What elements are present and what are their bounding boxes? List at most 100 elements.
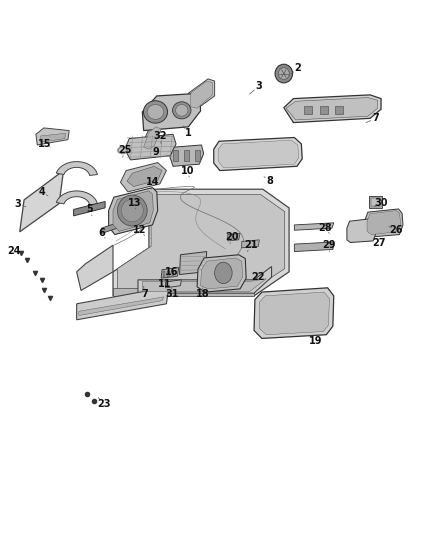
Bar (163, 271, 165, 277)
Polygon shape (364, 209, 403, 237)
Text: 23: 23 (98, 399, 111, 409)
Text: 7: 7 (372, 114, 379, 123)
Text: 27: 27 (372, 238, 385, 247)
Text: 20: 20 (226, 232, 239, 242)
Bar (335, 106, 343, 114)
Text: 19: 19 (309, 336, 322, 346)
Polygon shape (36, 128, 69, 145)
Text: 7: 7 (141, 289, 148, 299)
Ellipse shape (275, 64, 293, 83)
Bar (173, 150, 178, 161)
Bar (167, 271, 170, 277)
Polygon shape (138, 266, 272, 293)
Text: 14: 14 (146, 177, 159, 187)
Text: 6: 6 (98, 228, 105, 238)
Text: 30: 30 (374, 198, 388, 207)
Bar (369, 196, 382, 208)
Ellipse shape (173, 102, 191, 119)
Text: 22: 22 (252, 272, 265, 282)
Text: 1: 1 (185, 128, 192, 138)
Text: 31: 31 (165, 289, 178, 299)
Polygon shape (347, 219, 376, 243)
Polygon shape (57, 191, 97, 205)
Polygon shape (113, 191, 153, 231)
Text: 28: 28 (318, 223, 332, 233)
Polygon shape (109, 188, 158, 235)
Polygon shape (102, 223, 117, 233)
Polygon shape (180, 252, 207, 274)
Polygon shape (127, 166, 162, 187)
Text: 15: 15 (38, 139, 51, 149)
Text: 4: 4 (38, 187, 45, 197)
Text: 3: 3 (14, 199, 21, 208)
Ellipse shape (143, 101, 167, 123)
Polygon shape (294, 242, 334, 252)
Text: 10: 10 (181, 166, 194, 175)
Text: 24: 24 (7, 246, 21, 255)
Polygon shape (170, 145, 204, 166)
Polygon shape (187, 79, 215, 110)
Polygon shape (79, 297, 164, 316)
Polygon shape (77, 245, 113, 290)
Polygon shape (74, 201, 105, 216)
Ellipse shape (118, 147, 127, 154)
Polygon shape (197, 255, 246, 292)
Polygon shape (142, 279, 266, 292)
Polygon shape (294, 223, 334, 230)
Bar (184, 150, 189, 161)
Polygon shape (57, 161, 97, 175)
Polygon shape (113, 189, 289, 296)
Polygon shape (214, 138, 302, 171)
Polygon shape (113, 288, 254, 296)
Polygon shape (242, 240, 259, 248)
Text: 5: 5 (86, 205, 93, 214)
Polygon shape (218, 140, 299, 168)
Ellipse shape (147, 104, 164, 119)
Polygon shape (190, 81, 212, 108)
Polygon shape (286, 98, 378, 120)
Text: 21: 21 (244, 240, 257, 250)
Ellipse shape (279, 68, 290, 79)
Text: 13: 13 (128, 198, 141, 207)
Polygon shape (228, 233, 240, 241)
Ellipse shape (121, 199, 143, 222)
Text: 2: 2 (294, 63, 301, 73)
Ellipse shape (117, 195, 147, 226)
Bar (195, 150, 200, 161)
Text: 32: 32 (153, 131, 166, 141)
Polygon shape (120, 163, 166, 192)
Bar (320, 106, 328, 114)
Polygon shape (140, 124, 161, 152)
Ellipse shape (176, 104, 188, 116)
Text: 16: 16 (166, 267, 179, 277)
Ellipse shape (120, 149, 126, 152)
Text: 8: 8 (266, 176, 273, 186)
Polygon shape (117, 195, 285, 290)
Bar (371, 198, 380, 206)
Polygon shape (201, 258, 243, 289)
Polygon shape (20, 171, 64, 232)
Polygon shape (130, 198, 141, 209)
Polygon shape (125, 134, 176, 160)
Circle shape (215, 262, 232, 284)
Polygon shape (259, 292, 329, 335)
Polygon shape (367, 211, 401, 235)
Polygon shape (254, 288, 334, 338)
Text: 3: 3 (255, 82, 262, 91)
Text: 18: 18 (195, 289, 209, 299)
Polygon shape (41, 133, 66, 142)
Polygon shape (166, 280, 181, 288)
Bar (172, 271, 174, 277)
Text: 25: 25 (118, 146, 131, 155)
Text: 12: 12 (134, 225, 147, 235)
Polygon shape (161, 268, 179, 278)
Polygon shape (142, 93, 201, 131)
Text: 26: 26 (390, 225, 403, 235)
Polygon shape (284, 95, 381, 123)
Polygon shape (144, 127, 161, 149)
Text: 29: 29 (323, 240, 336, 250)
Polygon shape (77, 288, 169, 320)
Bar (304, 106, 312, 114)
Text: 11: 11 (159, 279, 172, 288)
Text: 9: 9 (153, 147, 160, 157)
